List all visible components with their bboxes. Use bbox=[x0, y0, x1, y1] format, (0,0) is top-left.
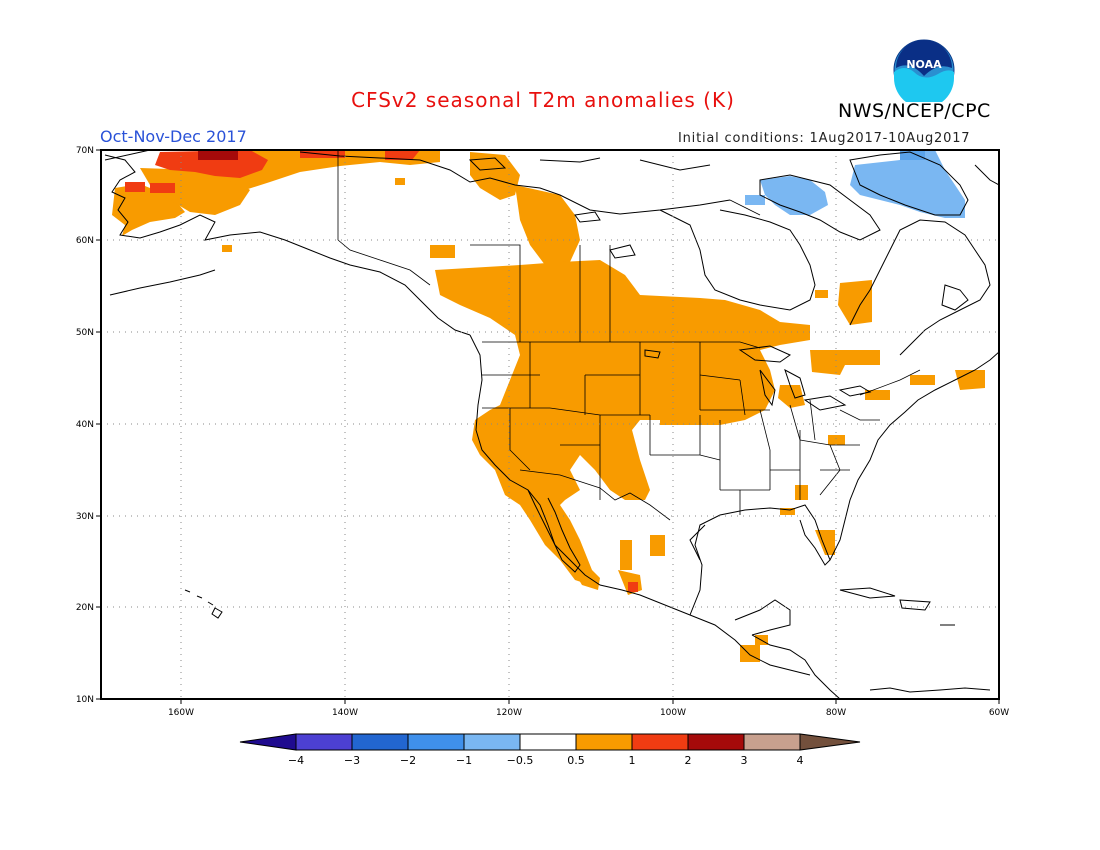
colorbar-swatches bbox=[239, 733, 861, 751]
lat-tick-label: 10N bbox=[76, 695, 94, 705]
colorbar-label: 3 bbox=[741, 754, 748, 767]
anomaly-cold-0.5-1 bbox=[745, 150, 965, 218]
political-boundaries bbox=[337, 150, 921, 521]
colorbar-swatch bbox=[295, 733, 353, 751]
colorbar-swatch bbox=[463, 733, 521, 751]
lat-tick-label: 40N bbox=[76, 420, 94, 430]
noaa-logo: NOAA bbox=[893, 39, 955, 102]
colorbar-swatch bbox=[687, 733, 745, 751]
lon-tick-label: 160W bbox=[168, 708, 194, 718]
colorbar-swatch bbox=[407, 733, 465, 751]
coastlines bbox=[104, 150, 999, 699]
lat-tick-label: 60N bbox=[76, 236, 94, 246]
lat-tick-label: 70N bbox=[76, 146, 94, 156]
colorbar-label: −4 bbox=[288, 754, 304, 767]
anomaly-warm-0.5-1 bbox=[112, 150, 985, 662]
noaa-logo-text: NOAA bbox=[906, 58, 942, 71]
lon-tick-label: 140W bbox=[332, 708, 358, 718]
lon-tick-labels: 160W 140W 120W 100W 80W 60W bbox=[168, 708, 1009, 718]
colorbar-label: −3 bbox=[344, 754, 360, 767]
colorbar-swatch bbox=[519, 733, 577, 751]
colorbar-swatch bbox=[799, 733, 861, 751]
colorbar-label: 0.5 bbox=[567, 754, 585, 767]
colorbar-swatch bbox=[743, 733, 801, 751]
season-label: Oct-Nov-Dec 2017 bbox=[100, 127, 247, 146]
lat-tick-label: 50N bbox=[76, 328, 94, 338]
chart-title: CFSv2 seasonal T2m anomalies (K) bbox=[351, 88, 735, 112]
colorbar-label: −2 bbox=[400, 754, 416, 767]
lat-tick-labels: 10N 20N 30N 40N 50N 60N 70N bbox=[76, 146, 94, 705]
lat-tick-label: 30N bbox=[76, 512, 94, 522]
colorbar-label: −0.5 bbox=[507, 754, 534, 767]
lon-tick-label: 80W bbox=[826, 708, 846, 718]
colorbar-label: 1 bbox=[629, 754, 636, 767]
agency-label: NWS/NCEP/CPC bbox=[838, 100, 991, 122]
lon-tick-label: 120W bbox=[496, 708, 522, 718]
colorbar-label: 4 bbox=[797, 754, 804, 767]
lon-tick-label: 60W bbox=[989, 708, 1009, 718]
colorbar-swatch bbox=[575, 733, 633, 751]
colorbar-swatch bbox=[239, 733, 297, 751]
colorbar-label: −1 bbox=[456, 754, 472, 767]
colorbar-label: 2 bbox=[685, 754, 692, 767]
colorbar-swatch bbox=[631, 733, 689, 751]
initial-conditions-label: Initial conditions: 1Aug2017-10Aug2017 bbox=[678, 131, 971, 146]
colorbar-labels: −4 −3 −2 −1 −0.5 0.5 1 2 3 4 bbox=[288, 754, 804, 767]
colorbar-swatch bbox=[351, 733, 409, 751]
lat-tick-label: 20N bbox=[76, 603, 94, 613]
lon-tick-label: 100W bbox=[660, 708, 686, 718]
anomaly-warm-1-2 bbox=[125, 150, 638, 592]
anomaly-warm-2-3 bbox=[198, 150, 238, 160]
